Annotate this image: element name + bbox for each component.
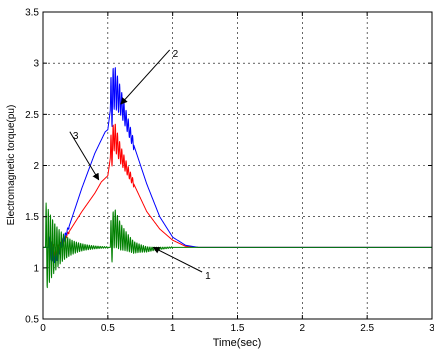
x-tick-label: 0 [40, 323, 46, 334]
y-tick-label: 2.5 [25, 110, 39, 121]
annotation-label-3: 3 [73, 131, 79, 142]
series-group [43, 67, 432, 289]
y-tick-label: 2 [33, 161, 39, 172]
y-tick-label: 3.5 [25, 8, 39, 19]
y-tick-label: 3 [33, 59, 39, 70]
y-tick-label: 1.5 [25, 212, 39, 223]
x-tick-label: 1.5 [231, 323, 245, 334]
curve-annotations: 1 2 3 [69, 49, 211, 282]
annotation-label-1: 1 [205, 271, 211, 282]
y-tick-label: 1 [33, 263, 39, 274]
x-tick-label: 1 [170, 323, 176, 334]
x-axis-label: Time(sec) [213, 337, 261, 349]
annotation-arrow-2 [120, 49, 171, 105]
grid-lines [43, 12, 432, 319]
x-tick-label: 2.5 [360, 323, 374, 334]
x-tick-label: 2 [300, 323, 306, 334]
axis-ticks: 0 0.5 1 1.5 2 2.5 30.511.522.533.5 [25, 8, 434, 335]
annotation-label-2: 2 [173, 49, 179, 60]
x-tick-label: 0.5 [101, 323, 115, 334]
y-axis-label: Electromagnetic torque(pu) [6, 105, 17, 226]
annotation-arrow-3 [69, 131, 100, 181]
y-tick-label: 0.5 [25, 315, 39, 326]
x-tick-label: 3 [429, 323, 434, 334]
series-line-1 [43, 202, 432, 289]
annotation-arrow-1 [152, 246, 203, 273]
